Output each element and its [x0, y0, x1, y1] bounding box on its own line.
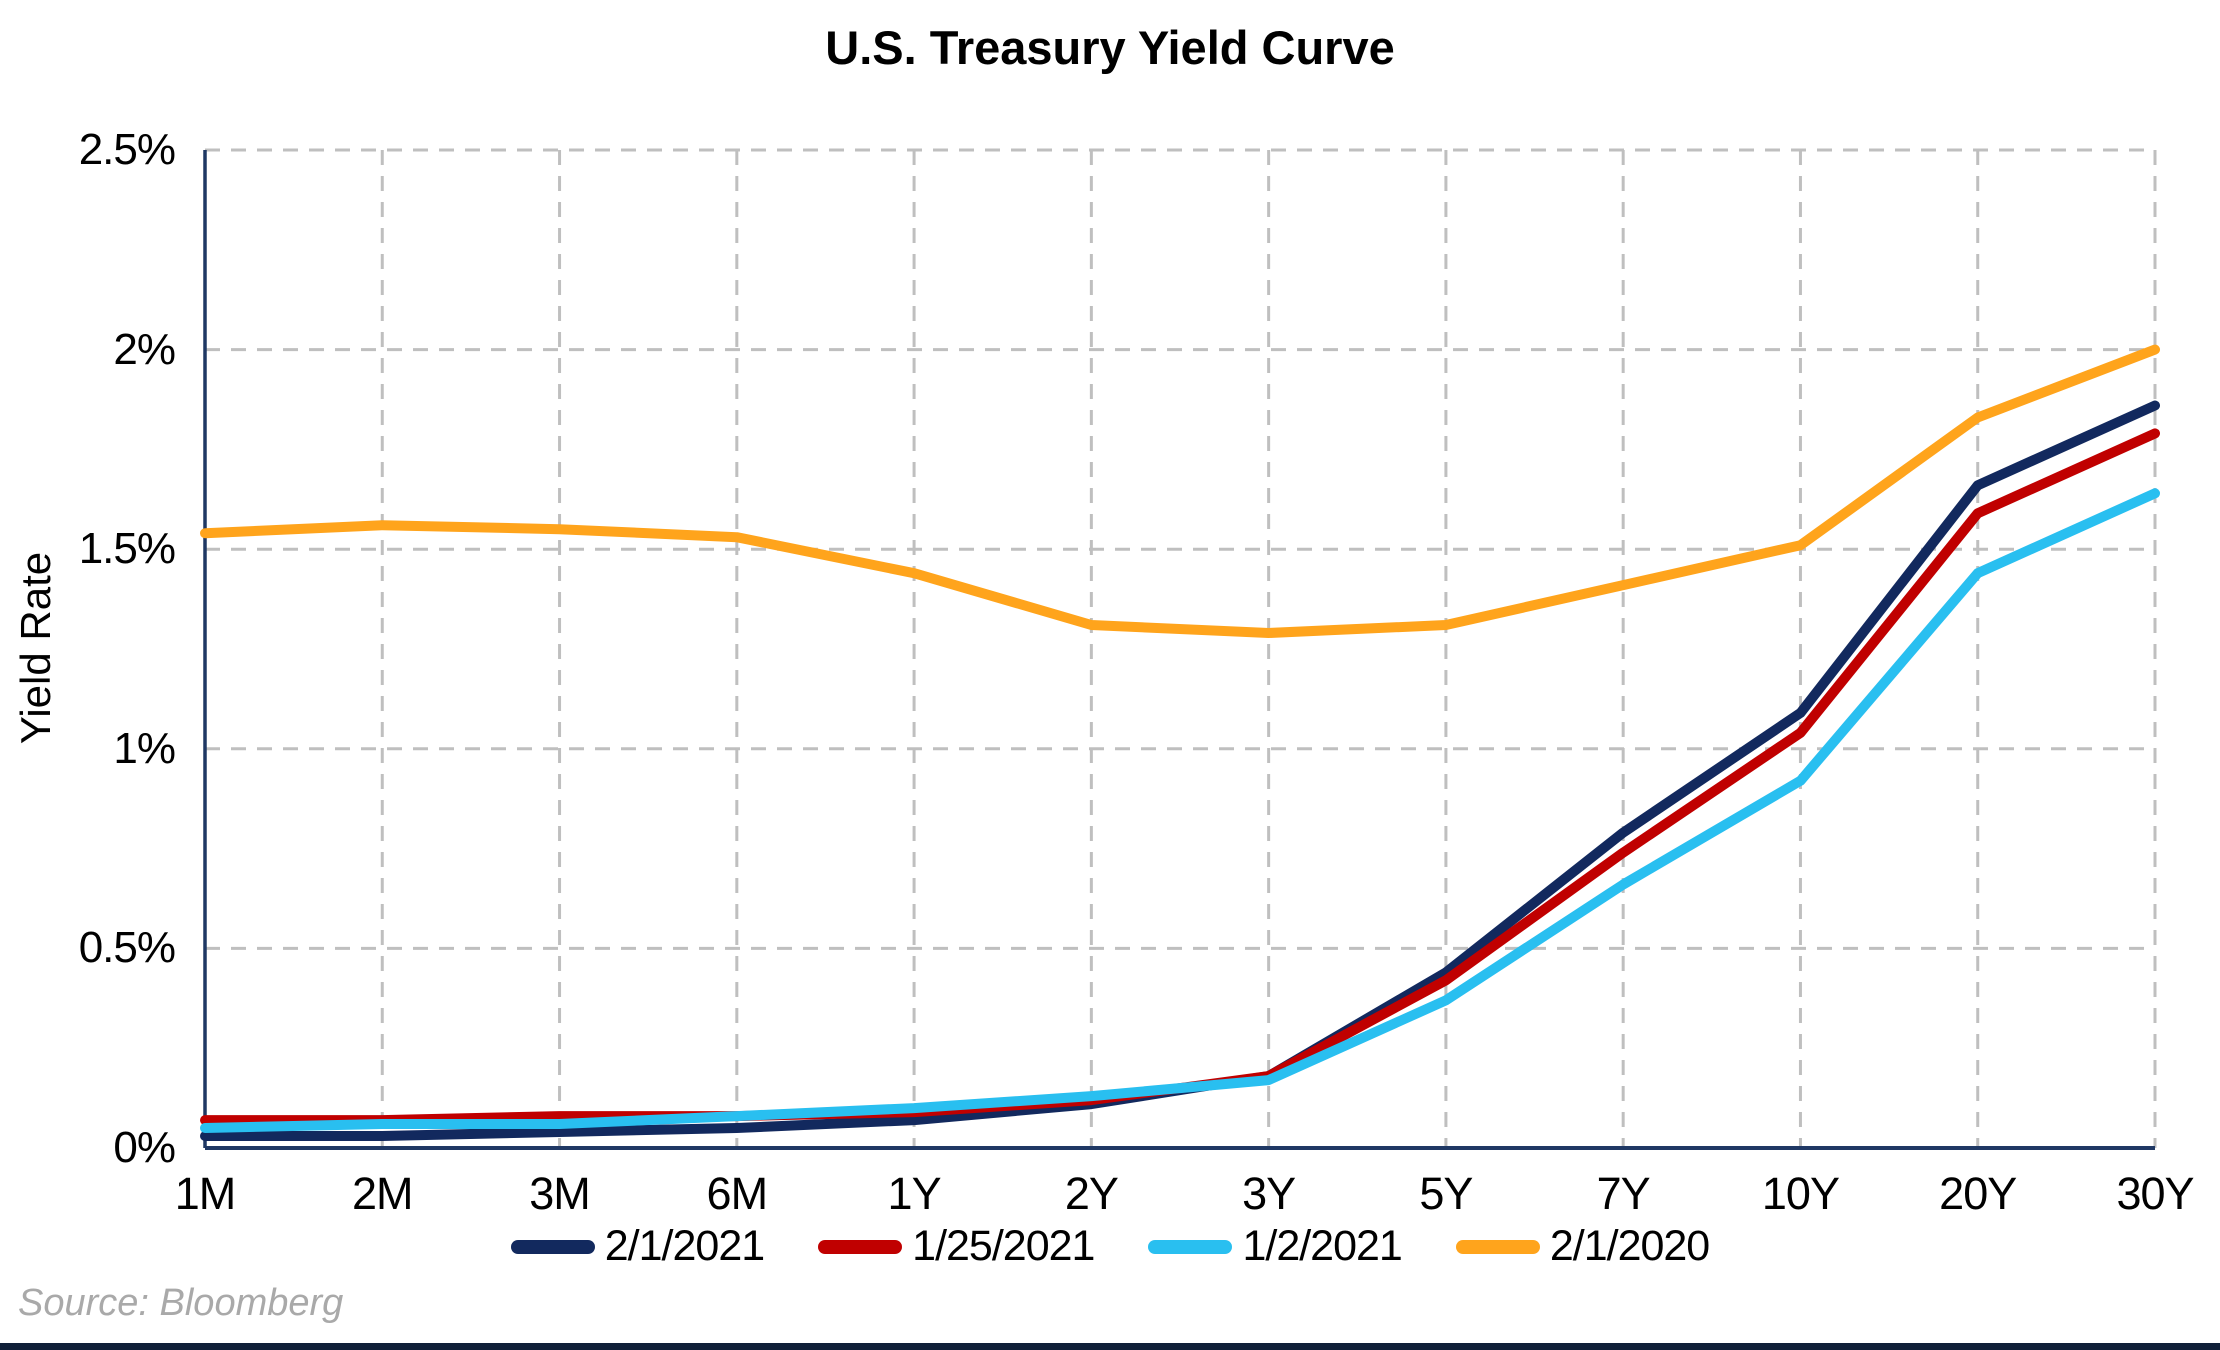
x-tick-label-1m: 1M — [174, 1168, 237, 1219]
legend-item-1-25-2021: 1/25/2021 — [818, 1222, 1095, 1271]
x-tick-label-7y: 7Y — [1596, 1168, 1651, 1219]
y-axis-title: Yield Rate — [12, 551, 59, 745]
legend-label-2-1-2021: 2/1/2021 — [604, 1222, 765, 1270]
legend-item-2-1-2020: 2/1/2020 — [1455, 1222, 1710, 1271]
x-tick-label-5y: 5Y — [1419, 1168, 1473, 1219]
chart-legend: 2/1/2021 1/25/2021 1/2/2021 2/1/2020 — [0, 1222, 2220, 1271]
x-tick-label-1y: 1Y — [887, 1168, 942, 1219]
page-bottom-border — [0, 1343, 2220, 1350]
x-tick-label-6m: 6M — [706, 1168, 769, 1219]
series-line-2-1-2021 — [200, 400, 2160, 1141]
y-tick-label-1-: 1% — [113, 723, 176, 773]
x-tick-label-3y: 3Y — [1242, 1168, 1296, 1219]
legend-swatch-1-2-2021 — [1148, 1239, 1233, 1254]
y-tick-label-0-: 0% — [113, 1123, 176, 1172]
legend-swatch-2-1-2020 — [1455, 1239, 1540, 1254]
x-tick-label-2m: 2M — [352, 1168, 414, 1219]
legend-label-2-1-2020: 2/1/2020 — [1549, 1222, 1710, 1270]
x-tick-label-10y: 10Y — [1761, 1168, 1840, 1219]
x-tick-label-2y: 2Y — [1064, 1168, 1119, 1219]
y-tick-label-1-5-: 1.5% — [78, 524, 176, 574]
x-tick-label-3m: 3M — [529, 1168, 591, 1219]
chart-title: U.S. Treasury Yield Curve — [825, 21, 1395, 74]
legend-swatch-1-25-2021 — [818, 1239, 903, 1254]
y-tick-label-0-5-: 0.5% — [78, 923, 176, 973]
x-tick-label-30y: 30Y — [2116, 1168, 2194, 1219]
legend-label-1-25-2021: 1/25/2021 — [912, 1222, 1095, 1270]
legend-swatch-2-1-2021 — [510, 1239, 595, 1254]
y-tick-label-2-: 2% — [113, 324, 176, 374]
series-line-2-1-2020 — [200, 344, 2160, 638]
legend-item-2-1-2021: 2/1/2021 — [510, 1222, 765, 1271]
series-line-1-25-2021 — [200, 428, 2160, 1126]
legend-label-1-2-2021: 1/2/2021 — [1242, 1222, 1402, 1270]
series-line-1-2-2021 — [200, 488, 2160, 1133]
legend-item-1-2-2021: 1/2/2021 — [1148, 1222, 1403, 1271]
y-tick-label-2-5-: 2.5% — [78, 125, 176, 174]
x-tick-label-20y: 20Y — [1939, 1168, 2017, 1219]
source-note: Source: Bloomberg — [18, 1282, 344, 1324]
